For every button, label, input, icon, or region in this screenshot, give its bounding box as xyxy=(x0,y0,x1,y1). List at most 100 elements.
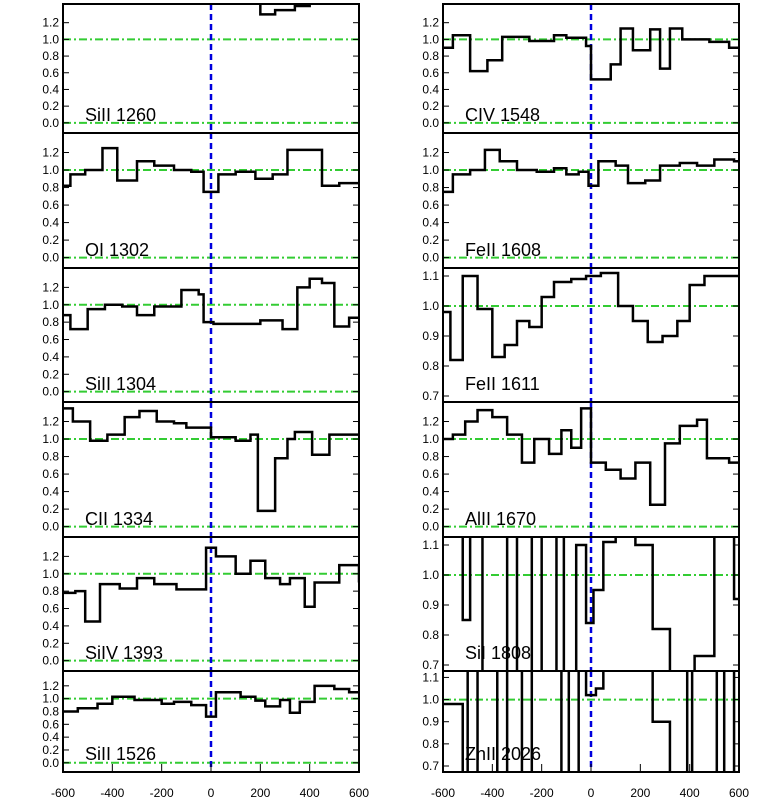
spectrum-series-feii-1611 xyxy=(443,271,739,362)
x-tick-label: 0 xyxy=(208,786,215,800)
x-tick-label: 600 xyxy=(729,786,749,800)
panel-label-siII-1304: SiII 1304 xyxy=(85,374,156,394)
y-tick-label: 0.6 xyxy=(42,198,59,212)
y-tick-label: 0.8 xyxy=(422,359,439,373)
y-tick-label: 0.8 xyxy=(42,704,59,718)
y-tick-label: 1.0 xyxy=(42,432,59,446)
x-tick-label: 400 xyxy=(300,786,320,800)
y-tick-label: 0.8 xyxy=(42,181,59,195)
y-tick-label: 0.4 xyxy=(42,216,59,230)
y-tick-label: 0.4 xyxy=(42,485,59,499)
y-tick-label: 0.7 xyxy=(422,389,439,403)
y-tick-label: 0.4 xyxy=(42,619,59,633)
y-tick-label: 0.9 xyxy=(422,715,439,729)
y-tick-label: 0.2 xyxy=(422,502,439,516)
spectrum-series-alii-1670 xyxy=(443,407,739,506)
y-tick-label: 0.0 xyxy=(42,520,59,534)
x-tick-label: 400 xyxy=(680,786,700,800)
x-tick-label: -200 xyxy=(150,786,174,800)
y-tick-label: 1.2 xyxy=(422,16,439,30)
spectrum-series-oi-1302 xyxy=(63,146,359,194)
panel-label-feii-1611: FeII 1611 xyxy=(465,374,540,394)
y-tick-label: 0.8 xyxy=(422,450,439,464)
x-tick-label: 0 xyxy=(588,786,595,800)
y-tick-label: 0.9 xyxy=(422,598,439,612)
y-tick-label: 1.0 xyxy=(422,32,439,46)
panel-label-siII-1260: SiII 1260 xyxy=(85,105,156,125)
panel-label-siII-1526: SiII 1526 xyxy=(85,744,156,764)
y-tick-label: 0.6 xyxy=(422,467,439,481)
y-tick-label: 0.0 xyxy=(42,251,59,265)
y-tick-label: 1.0 xyxy=(42,567,59,581)
y-tick-label: 1.0 xyxy=(422,568,439,582)
y-tick-label: 0.0 xyxy=(422,520,439,534)
y-tick-label: 1.0 xyxy=(42,32,59,46)
y-tick-label: 1.0 xyxy=(422,432,439,446)
y-tick-label: 1.0 xyxy=(42,298,59,312)
y-tick-label: 0.0 xyxy=(422,116,439,130)
spectrum-series-civ-1548 xyxy=(443,27,739,81)
y-tick-label: 0.0 xyxy=(42,385,59,399)
y-tick-label: 1.2 xyxy=(42,16,59,30)
y-tick-label: 1.2 xyxy=(422,146,439,160)
spectrum-series-siII-1304 xyxy=(63,277,359,331)
y-tick-label: 0.6 xyxy=(42,717,59,731)
y-tick-label: 0.4 xyxy=(422,485,439,499)
y-tick-label: 1.2 xyxy=(42,679,59,693)
y-tick-label: 0.0 xyxy=(42,654,59,668)
y-tick-label: 1.2 xyxy=(42,146,59,160)
y-tick-label: 0.2 xyxy=(42,743,59,757)
y-tick-label: 0.2 xyxy=(42,636,59,650)
spectrum-series-sii-1808 xyxy=(461,537,739,671)
y-tick-label: 0.8 xyxy=(422,49,439,63)
y-tick-label: 0.8 xyxy=(42,584,59,598)
panel-label-oi-1302: OI 1302 xyxy=(85,240,149,260)
y-tick-label: 1.2 xyxy=(42,415,59,429)
y-tick-label: 1.0 xyxy=(422,163,439,177)
y-tick-label: 0.2 xyxy=(42,99,59,113)
panel-label-znii-2026: ZnII 2026 xyxy=(465,744,541,764)
y-tick-label: 1.2 xyxy=(42,280,59,294)
x-tick-label: -200 xyxy=(530,786,554,800)
spectrum-series-feii-1608 xyxy=(443,148,739,194)
y-tick-label: 0.2 xyxy=(42,233,59,247)
x-tick-label: 600 xyxy=(349,786,369,800)
y-tick-label: 0.9 xyxy=(422,329,439,343)
panel-label-feii-1608: FeII 1608 xyxy=(465,240,541,260)
y-tick-label: 0.4 xyxy=(42,350,59,364)
y-tick-label: 1.2 xyxy=(42,549,59,563)
y-tick-label: 1.1 xyxy=(422,670,439,684)
y-tick-label: 0.4 xyxy=(42,82,59,96)
panel-label-siiv-1393: SiIV 1393 xyxy=(85,643,163,663)
y-tick-label: 0.0 xyxy=(42,116,59,130)
y-tick-label: 0.2 xyxy=(422,233,439,247)
y-tick-label: 1.1 xyxy=(422,538,439,552)
y-tick-label: 0.7 xyxy=(422,759,439,773)
panel-label-alii-1670: AlII 1670 xyxy=(465,509,536,529)
y-tick-label: 0.6 xyxy=(42,66,59,80)
y-tick-label: 0.8 xyxy=(422,737,439,751)
y-tick-label: 0.2 xyxy=(422,99,439,113)
y-tick-label: 0.6 xyxy=(42,333,59,347)
y-tick-label: 0.6 xyxy=(422,198,439,212)
y-tick-label: 0.2 xyxy=(42,502,59,516)
x-tick-label: -400 xyxy=(100,786,124,800)
x-tick-label: -600 xyxy=(51,786,75,800)
y-tick-label: 0.6 xyxy=(42,467,59,481)
y-tick-label: 0.2 xyxy=(42,367,59,381)
y-tick-label: 0.7 xyxy=(422,658,439,672)
y-tick-label: 0.0 xyxy=(42,756,59,770)
y-tick-label: 1.0 xyxy=(42,163,59,177)
x-tick-label: 200 xyxy=(630,786,650,800)
y-tick-label: 0.8 xyxy=(42,49,59,63)
y-tick-label: 0.6 xyxy=(422,66,439,80)
spectrum-series-cii-1334 xyxy=(63,407,359,513)
y-tick-label: 0.8 xyxy=(42,315,59,329)
y-tick-label: 0.4 xyxy=(42,730,59,744)
y-tick-label: 1.1 xyxy=(422,269,439,283)
y-tick-label: 1.0 xyxy=(422,693,439,707)
y-tick-label: 0.8 xyxy=(42,450,59,464)
y-tick-label: 0.8 xyxy=(422,181,439,195)
panel-label-civ-1548: CIV 1548 xyxy=(465,105,540,125)
